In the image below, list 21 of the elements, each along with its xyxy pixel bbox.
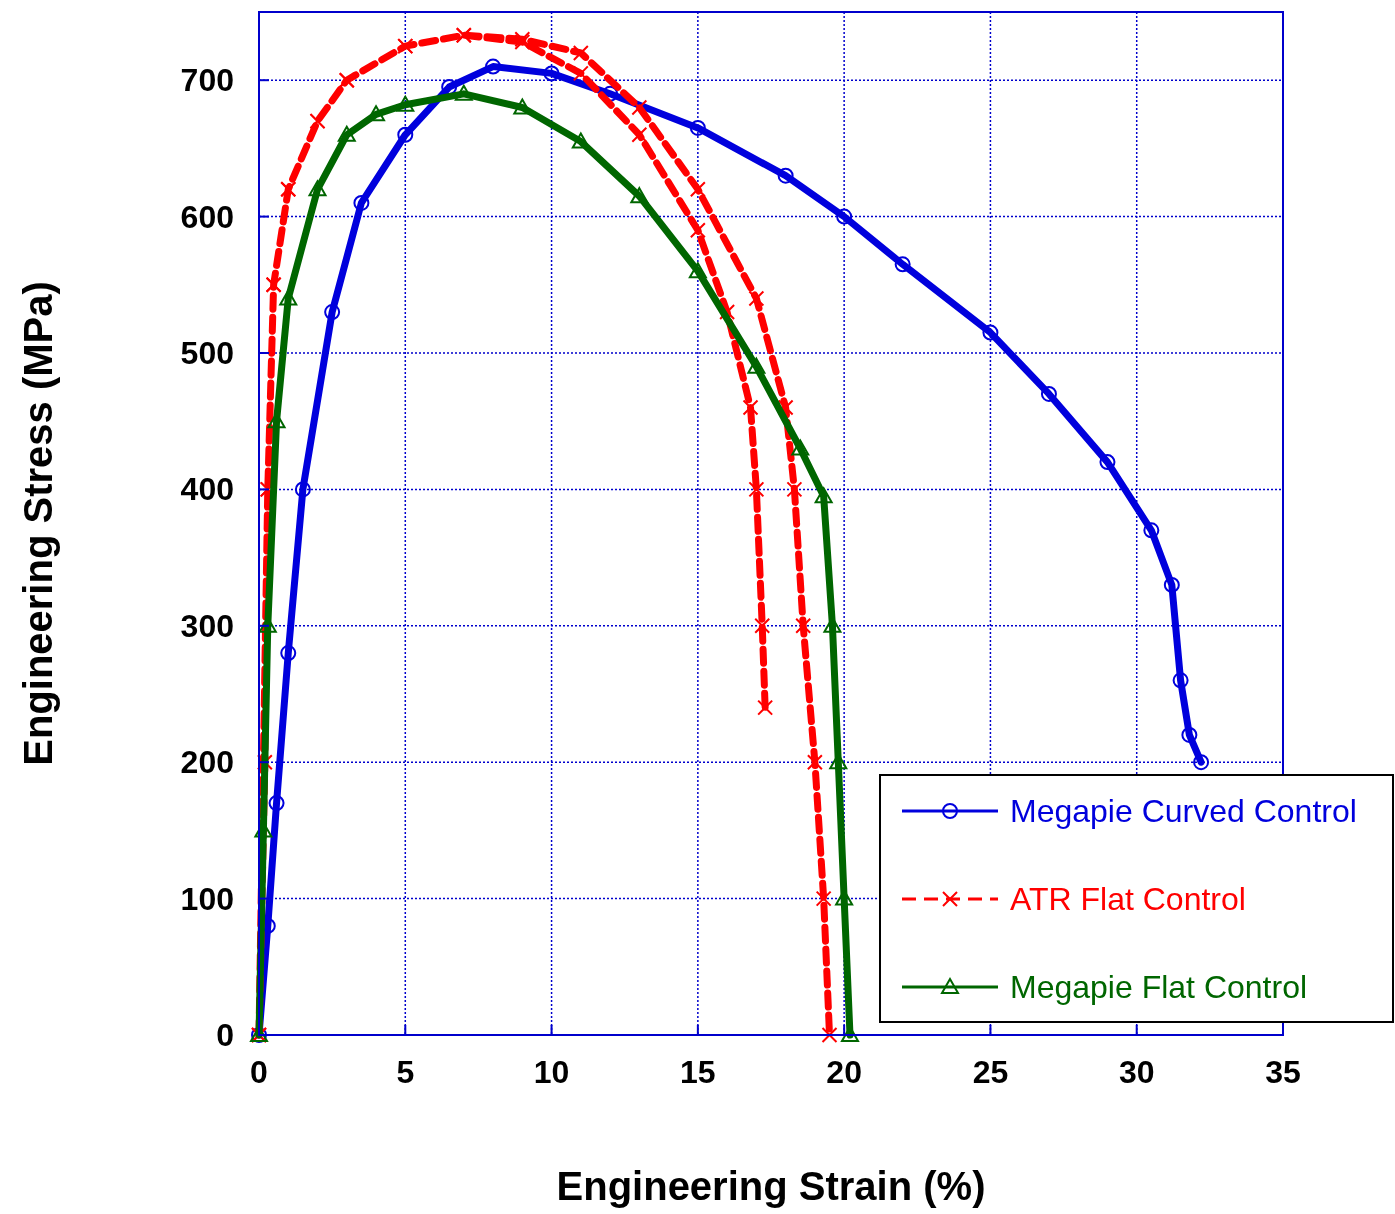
y-tick-label: 0 xyxy=(216,1017,234,1053)
y-tick-label: 700 xyxy=(180,62,234,99)
x-tick-label: 30 xyxy=(1118,1054,1155,1090)
legend-label: Megapie Curved Control xyxy=(1010,793,1357,829)
legend-label: Megapie Flat Control xyxy=(1010,969,1308,1005)
legend-label: ATR Flat Control xyxy=(1010,881,1246,917)
x-tick-label: 15 xyxy=(680,1054,716,1090)
x-tick-label: 20 xyxy=(826,1054,862,1090)
y-tick-label: 400 xyxy=(180,471,234,508)
x-tick-label: 35 xyxy=(1265,1054,1301,1090)
x-tick-label: 5 xyxy=(396,1054,415,1090)
y-tick-label: 200 xyxy=(180,744,234,781)
y-tick-label: 300 xyxy=(180,607,234,644)
x-tick-label: 0 xyxy=(250,1054,268,1090)
x-tick-label: 10 xyxy=(533,1054,570,1090)
y-tick-label: 500 xyxy=(180,335,234,371)
y-axis-title: Engineering Stress (MPa) xyxy=(16,281,60,766)
y-tick-label: 100 xyxy=(180,880,234,917)
x-tick-label: 25 xyxy=(972,1054,1009,1090)
y-tick-label: 600 xyxy=(180,198,234,235)
x-axis-title: Engineering Strain (%) xyxy=(556,1164,986,1208)
